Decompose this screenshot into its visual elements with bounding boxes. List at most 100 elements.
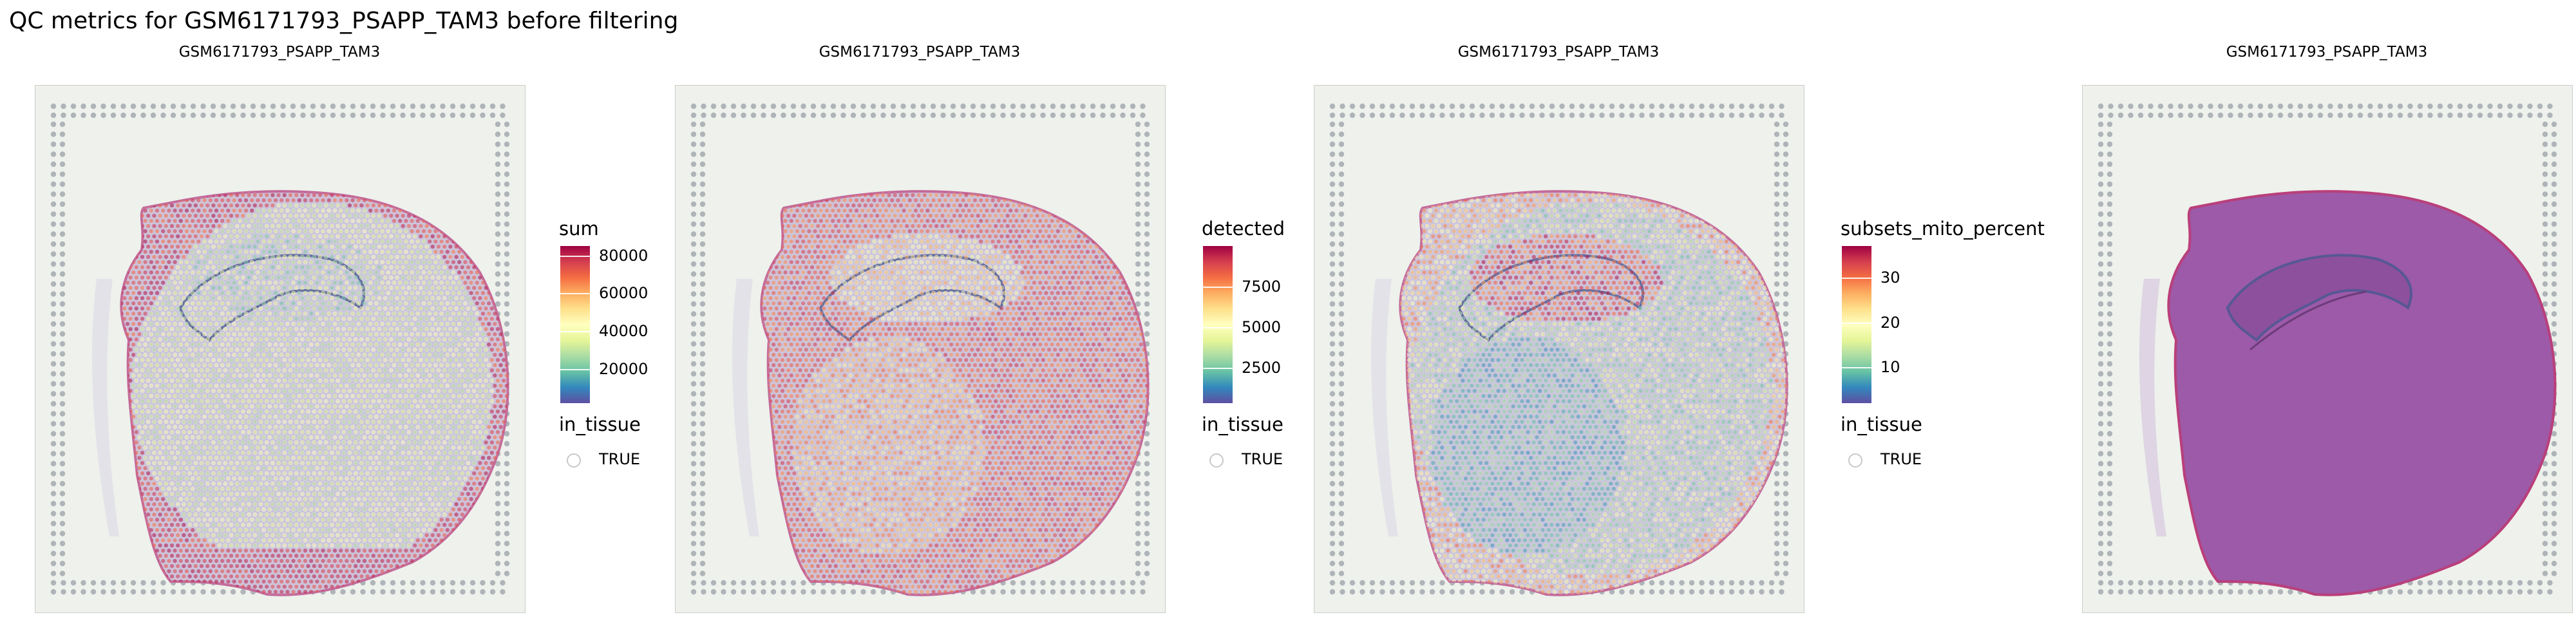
spot — [332, 527, 337, 533]
spot — [327, 558, 332, 564]
spot — [155, 321, 160, 327]
spot — [264, 460, 269, 466]
spot — [451, 435, 456, 440]
spot — [255, 301, 261, 306]
spot — [320, 270, 326, 275]
spot — [368, 218, 373, 223]
spot — [196, 290, 202, 296]
spot — [175, 347, 180, 352]
spot — [314, 332, 320, 337]
spot — [160, 280, 166, 285]
spot — [314, 229, 320, 234]
spot — [231, 290, 237, 296]
spot — [383, 388, 388, 393]
spot — [320, 373, 326, 378]
spot — [193, 203, 198, 208]
spot — [234, 430, 240, 435]
spot — [294, 502, 299, 507]
spot — [279, 321, 284, 327]
spot — [172, 486, 178, 491]
spot — [462, 260, 468, 265]
spot — [243, 229, 249, 234]
spot — [229, 213, 234, 218]
spot — [403, 466, 409, 471]
spot — [323, 409, 328, 414]
spot — [409, 270, 415, 275]
spot — [430, 388, 435, 393]
spot — [249, 270, 254, 275]
spot — [486, 373, 491, 378]
spot — [142, 218, 148, 223]
spot — [445, 332, 450, 337]
spot — [403, 352, 409, 357]
spot — [240, 450, 246, 455]
spot — [448, 430, 453, 435]
spot — [374, 239, 379, 244]
spot — [199, 502, 204, 507]
spot — [466, 357, 471, 363]
spot — [327, 373, 332, 378]
spot — [223, 306, 228, 311]
spot — [258, 244, 263, 249]
spot — [501, 357, 506, 363]
spot — [166, 414, 172, 419]
spot — [216, 223, 222, 229]
spot — [368, 363, 373, 368]
spot — [211, 533, 216, 538]
spot — [462, 311, 468, 316]
spot — [338, 393, 343, 399]
spot — [329, 399, 335, 404]
spot — [264, 193, 269, 198]
spot — [379, 311, 385, 316]
spot — [335, 564, 341, 569]
spot — [229, 327, 234, 332]
spot — [433, 476, 439, 481]
spot — [453, 316, 459, 321]
spot — [489, 440, 495, 445]
spot — [371, 378, 376, 383]
spot — [220, 290, 225, 296]
spot — [371, 450, 376, 455]
spot — [234, 368, 240, 373]
spot — [273, 301, 278, 306]
spot — [344, 280, 350, 285]
spot — [368, 517, 373, 522]
spot — [246, 491, 252, 497]
spot — [290, 218, 296, 223]
spot — [362, 373, 367, 378]
spot — [243, 538, 249, 543]
spot — [415, 342, 421, 347]
spot — [403, 373, 409, 378]
spot — [246, 409, 252, 414]
spot — [421, 414, 426, 419]
spot — [421, 466, 426, 471]
spot — [439, 404, 444, 409]
spot — [445, 301, 450, 306]
spot — [214, 517, 219, 522]
spot — [181, 347, 187, 352]
spot — [276, 254, 281, 260]
spot — [220, 270, 225, 275]
spot — [359, 265, 365, 270]
spot — [252, 440, 258, 445]
spot — [249, 466, 254, 471]
spot — [169, 522, 175, 527]
spot — [480, 435, 486, 440]
spot — [190, 507, 195, 512]
spot — [312, 481, 317, 486]
spot — [142, 208, 148, 213]
spot — [234, 450, 240, 455]
spot — [169, 368, 175, 373]
spot — [468, 321, 474, 327]
spot — [276, 430, 281, 435]
spot — [401, 388, 406, 393]
spot — [202, 229, 207, 234]
spot — [288, 234, 293, 239]
spot — [341, 223, 346, 229]
spot — [264, 223, 269, 229]
spot — [460, 502, 465, 507]
spot — [457, 373, 462, 378]
spot — [151, 419, 157, 424]
spot — [312, 203, 317, 208]
spot — [442, 419, 447, 424]
